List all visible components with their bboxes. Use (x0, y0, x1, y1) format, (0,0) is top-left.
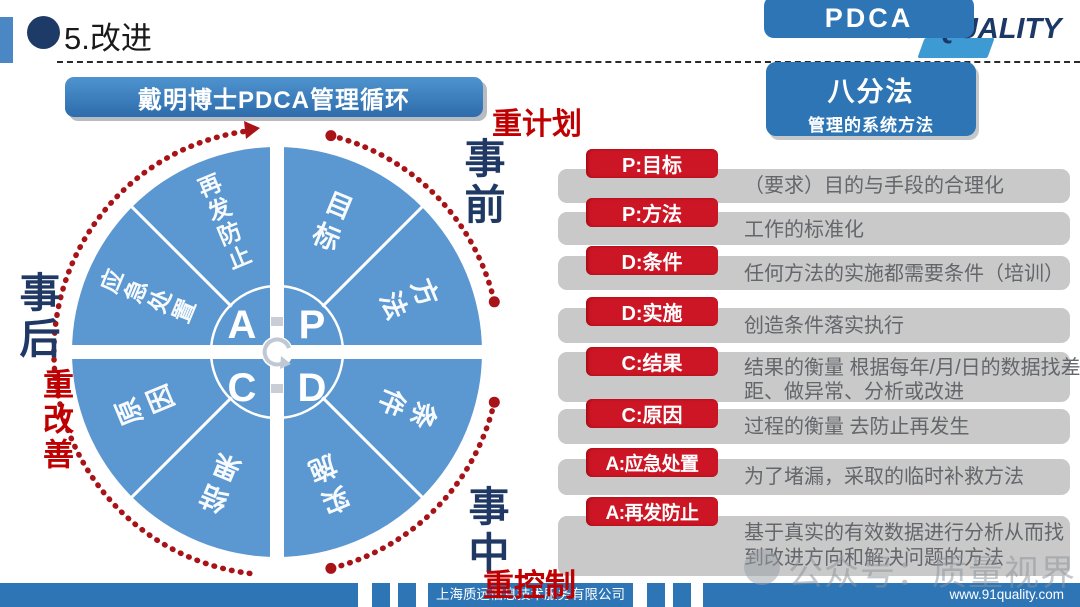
red-box-d-implement: D:实施 (586, 297, 718, 326)
cycle-arrowhead-icon (244, 121, 260, 139)
footer-bar (0, 583, 358, 607)
pdca-header-box: PDCA (764, 0, 974, 38)
label-reimprove: 重改善 (38, 368, 73, 473)
desc-text-prevention: 基于真实的有效数据进行分析从而找到改进方向和解决问题的方法 (744, 522, 1064, 569)
footer-company: 上海质远信息技术服务有限公司 (428, 583, 633, 607)
label-recontrol: 重控制 (483, 568, 576, 603)
connector-square-bottom (271, 384, 283, 393)
desc-text-implement: 创造条件落实执行 (744, 315, 904, 337)
segment-divider-lines (130, 205, 424, 499)
desc-text-condition: 任何方法的实施都需要条件（培训） (744, 263, 1064, 285)
quadrant-letter-d: D (298, 366, 327, 410)
eight-method-box: 八分法 管理的系统方法 (766, 62, 976, 136)
arc-endpoint-dot (488, 296, 500, 308)
desc-text-method: 工作的标准化 (744, 219, 864, 241)
deming-cycle-banner: 戴明博士PDCA管理循环 (65, 77, 483, 117)
footer-bar-segment (398, 583, 416, 607)
label-during-event: 事中 (462, 485, 508, 577)
rotate-arrow-head (280, 356, 291, 369)
quadrant-letter-c: C (228, 366, 257, 410)
red-box-c-result: C:结果 (586, 347, 718, 376)
desc-text-result: 结果的衡量 根据每年/月/日的数据找差距、做异常、分析或改进 (744, 357, 1080, 403)
footer-website: www.91quality.com (703, 583, 1080, 607)
red-box-p-goal: P:目标 (586, 149, 718, 178)
eight-method-title: 八分法 (827, 77, 915, 107)
quadrant-letter-a: A (228, 303, 257, 347)
red-box-d-condition: D:条件 (586, 246, 718, 275)
red-box-a-emergency: A:应急处置 (586, 448, 718, 477)
rotate-arrow-icon (262, 337, 291, 367)
label-replan: 重计划 (492, 108, 582, 141)
connector-square-top (271, 317, 283, 326)
watermark-logo-icon (744, 549, 780, 585)
label-before-event: 事前 (458, 137, 504, 229)
arc-endpoint-dot (325, 562, 337, 574)
desc-bar (558, 516, 1070, 576)
arc-endpoint-dot (325, 130, 337, 142)
title-bullet-icon (27, 16, 60, 49)
page-title: 5.改进 (64, 21, 152, 56)
desc-text-cause: 过程的衡量 去防止再发生 (744, 416, 970, 438)
desc-text-goal: （要求）目的与手段的合理化 (744, 175, 1004, 197)
label-after-event: 事后 (13, 271, 59, 363)
desc-text-emergency: 为了堵漏，采取的临时补救方法 (744, 466, 1024, 488)
watermark-text: 公众号：质量视界 (788, 554, 1077, 593)
red-box-a-prevention: A:再发防止 (586, 497, 718, 526)
quadrant-letter-p: P (299, 303, 326, 347)
footer-bar-segment (372, 583, 390, 607)
arc-endpoint-dot (488, 396, 500, 408)
footer-bar-segment (673, 583, 691, 607)
header-divider (57, 61, 1080, 63)
red-box-c-cause: C:原因 (586, 399, 718, 428)
left-edge-tab (0, 17, 13, 63)
red-box-p-method: P:方法 (586, 198, 718, 227)
eight-method-subtitle: 管理的系统方法 (808, 116, 934, 135)
hub-ring (209, 284, 345, 420)
cycle-arc-left (51, 128, 253, 577)
footer-bar-segment (647, 583, 665, 607)
